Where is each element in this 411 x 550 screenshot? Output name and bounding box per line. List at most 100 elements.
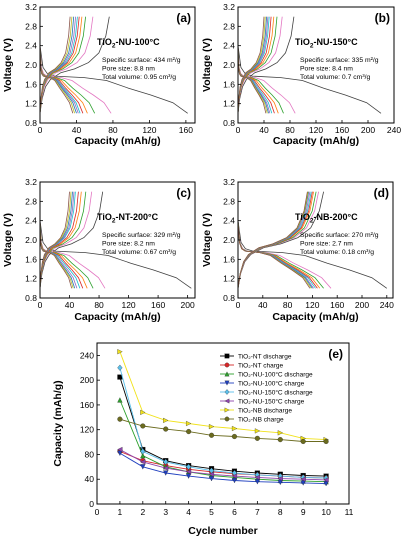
annotation-line: Total volume: 0.7 cm³/g xyxy=(300,74,370,81)
data-point xyxy=(323,438,329,445)
y-tick-label: 2.0 xyxy=(25,235,37,245)
y-tick-label: 2.4 xyxy=(223,216,235,226)
data-point xyxy=(323,477,329,483)
discharge-curve-cycle-1 xyxy=(237,45,382,114)
x-tick-label: 4 xyxy=(186,507,191,517)
annotation-line: Specific surface: 335 m²/g xyxy=(300,57,379,64)
x-tick-label: 11 xyxy=(345,507,354,517)
legend-label: TiO₂-NU-150°C charge xyxy=(238,398,305,406)
sample-title-rest: -NU-150°C xyxy=(313,37,358,47)
data-point xyxy=(163,426,169,432)
y-tick-label: 3.2 xyxy=(25,177,37,187)
y-tick-label: 1.6 xyxy=(25,254,37,264)
data-point xyxy=(208,471,215,477)
data-point xyxy=(208,423,215,430)
x-tick-label: 3 xyxy=(163,507,168,517)
legend-marker xyxy=(224,362,230,368)
x-tick-label: 240 xyxy=(380,300,394,310)
y-tick-label: 1.2 xyxy=(223,274,235,284)
x-axis-label: Capacity (mAh/g) xyxy=(272,311,358,323)
panel-label: (c) xyxy=(176,186,191,200)
panel-label: (a) xyxy=(176,11,191,25)
voltage-panel-b: 0 40 80 120 160 200 240 0.8 1.2 1.6 2.0 2.4 2.8 3.2 Ca… xyxy=(201,2,401,147)
data-point xyxy=(117,446,123,453)
sample-title-rest: -NB-200°C xyxy=(313,212,358,222)
x-tick-label: 0 xyxy=(38,300,43,310)
x-tick-label: 160 xyxy=(179,125,193,135)
annotation-line: Specific surface: 434 m²/g xyxy=(102,57,181,64)
charge-curve-cycle-1 xyxy=(39,16,110,114)
y-tick-label: 2.0 xyxy=(223,235,235,245)
y-tick-label: 240 xyxy=(80,350,94,360)
x-tick-label: 120 xyxy=(142,125,156,135)
series-line xyxy=(119,452,327,485)
data-point xyxy=(186,428,192,435)
sample-title: TiO2-NT-200°C xyxy=(97,212,159,225)
charge-curve-cycle-1 xyxy=(237,16,295,114)
y-tick-label: 2.8 xyxy=(223,196,235,206)
data-point xyxy=(231,477,238,484)
discharge-curve-cycle-10 xyxy=(237,45,267,114)
y-tick-label: 3.2 xyxy=(223,2,235,12)
series-line xyxy=(119,351,327,441)
data-point xyxy=(277,475,283,482)
x-tick-label: 240 xyxy=(387,125,401,135)
data-point xyxy=(117,397,123,403)
data-point xyxy=(231,425,238,432)
panel-label: (d) xyxy=(374,186,389,200)
sample-title-sub: 2 xyxy=(310,218,314,225)
panel-label: (b) xyxy=(375,11,390,25)
x-tick-label: 40 xyxy=(65,300,75,310)
x-tick-label: 5 xyxy=(209,507,214,517)
discharge-curve-cycle-10 xyxy=(39,220,73,289)
x-tick-label: 200 xyxy=(181,300,195,310)
series-line xyxy=(119,367,327,479)
y-tick-label: 2.4 xyxy=(25,41,37,51)
x-axis-label: Cycle number xyxy=(188,525,257,537)
x-tick-label: 80 xyxy=(285,125,295,135)
sample-title-main: TiO xyxy=(97,37,112,47)
cycling-panel-e: 0 1 2 3 4 5 6 7 8 9 10 11 0 40 80 120 160 200 240 Cycle num… xyxy=(52,342,354,537)
annotation-line: Specific surface: 270 m²/g xyxy=(300,232,379,239)
y-axis-label: Voltage (V) xyxy=(201,38,213,92)
data-point xyxy=(254,435,260,441)
legend-label: TiO₂-NU-150°C discharge xyxy=(238,389,313,397)
x-tick-label: 120 xyxy=(121,300,135,310)
sample-title-sub: 2 xyxy=(112,218,116,225)
data-point xyxy=(117,416,123,422)
legend-label: TiO₂-NT charge xyxy=(238,363,284,370)
x-tick-label: 80 xyxy=(283,300,293,310)
data-point xyxy=(163,470,169,476)
legend-label: TiO₂-NU-100°C discharge xyxy=(238,371,313,379)
y-axis-label: Voltage (V) xyxy=(2,213,14,267)
sample-title-sub: 2 xyxy=(310,43,314,50)
y-tick-label: 200 xyxy=(80,375,94,385)
x-tick-label: 0 xyxy=(236,300,241,310)
y-tick-label: 2.0 xyxy=(223,60,235,70)
x-tick-label: 0 xyxy=(38,125,43,135)
data-point xyxy=(185,473,192,479)
legend-marker xyxy=(224,353,230,359)
data-point xyxy=(186,463,192,470)
legend-label: TiO₂-NU-100°C charge xyxy=(238,380,305,388)
y-tick-label: 0 xyxy=(89,499,94,509)
y-tick-label: 2.8 xyxy=(223,21,235,31)
y-tick-label: 1.6 xyxy=(25,79,37,89)
x-tick-label: 2 xyxy=(140,507,145,517)
x-tick-label: 120 xyxy=(309,125,323,135)
annotation-line: Pore size: 2.7 nm xyxy=(300,241,353,248)
y-tick-label: 0.8 xyxy=(223,118,235,128)
x-tick-label: 6 xyxy=(232,507,237,517)
x-tick-label: 7 xyxy=(255,507,260,517)
y-axis-label: Voltage (V) xyxy=(201,213,213,267)
data-point xyxy=(208,476,215,482)
annotation-line: Pore size: 8.2 nm xyxy=(102,241,155,248)
annotation-line: Total volume: 0.95 cm³/g xyxy=(102,74,176,81)
y-axis-label: Capacity (mAh/g) xyxy=(52,380,64,466)
data-point xyxy=(185,469,192,475)
y-tick-label: 120 xyxy=(80,425,94,435)
x-tick-label: 160 xyxy=(335,125,349,135)
data-point xyxy=(140,464,146,470)
series-line xyxy=(119,418,327,442)
discharge-curve-cycle-10 xyxy=(237,220,311,289)
